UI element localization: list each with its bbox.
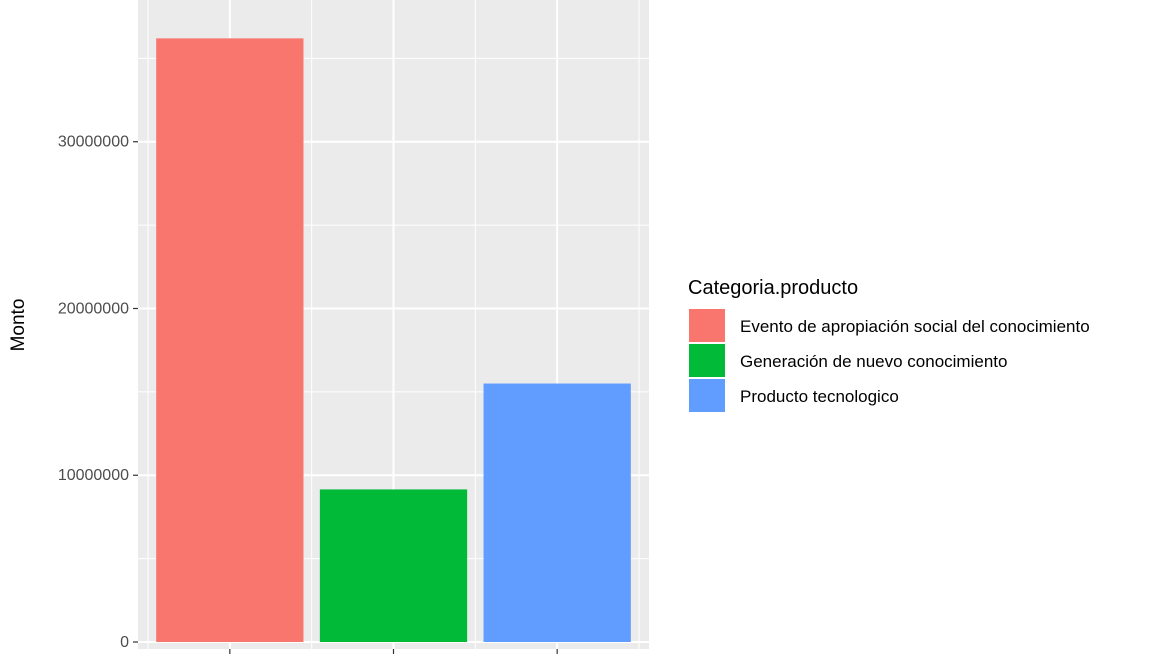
legend-key-2 — [689, 344, 725, 377]
legend-key-1 — [689, 309, 725, 342]
legend-title: Categoria.producto — [688, 277, 858, 299]
y-axis-ticks: 0 10000000 20000000 30000000 — [58, 134, 138, 651]
legend-entries: Evento de apropiación social del conocim… — [689, 309, 1090, 412]
x-axis-ticks — [229, 649, 558, 654]
legend-key-3 — [689, 379, 725, 412]
legend-label-1: Evento de apropiación social del conocim… — [740, 317, 1090, 336]
bar-3 — [483, 383, 631, 642]
y-tick-label: 10000000 — [58, 467, 129, 484]
bars — [156, 38, 631, 642]
y-axis-title: Monto — [8, 299, 29, 352]
bar-1 — [156, 38, 304, 642]
legend: Categoria.producto Evento de apropiación… — [688, 277, 1090, 412]
legend-label-2: Generación de nuevo conocimiento — [740, 352, 1007, 371]
y-tick-label: 20000000 — [58, 300, 129, 317]
y-tick-label: 0 — [120, 634, 129, 651]
y-tick-label: 30000000 — [58, 134, 129, 151]
legend-label-3: Producto tecnologico — [740, 387, 899, 406]
bar-2 — [319, 489, 468, 642]
